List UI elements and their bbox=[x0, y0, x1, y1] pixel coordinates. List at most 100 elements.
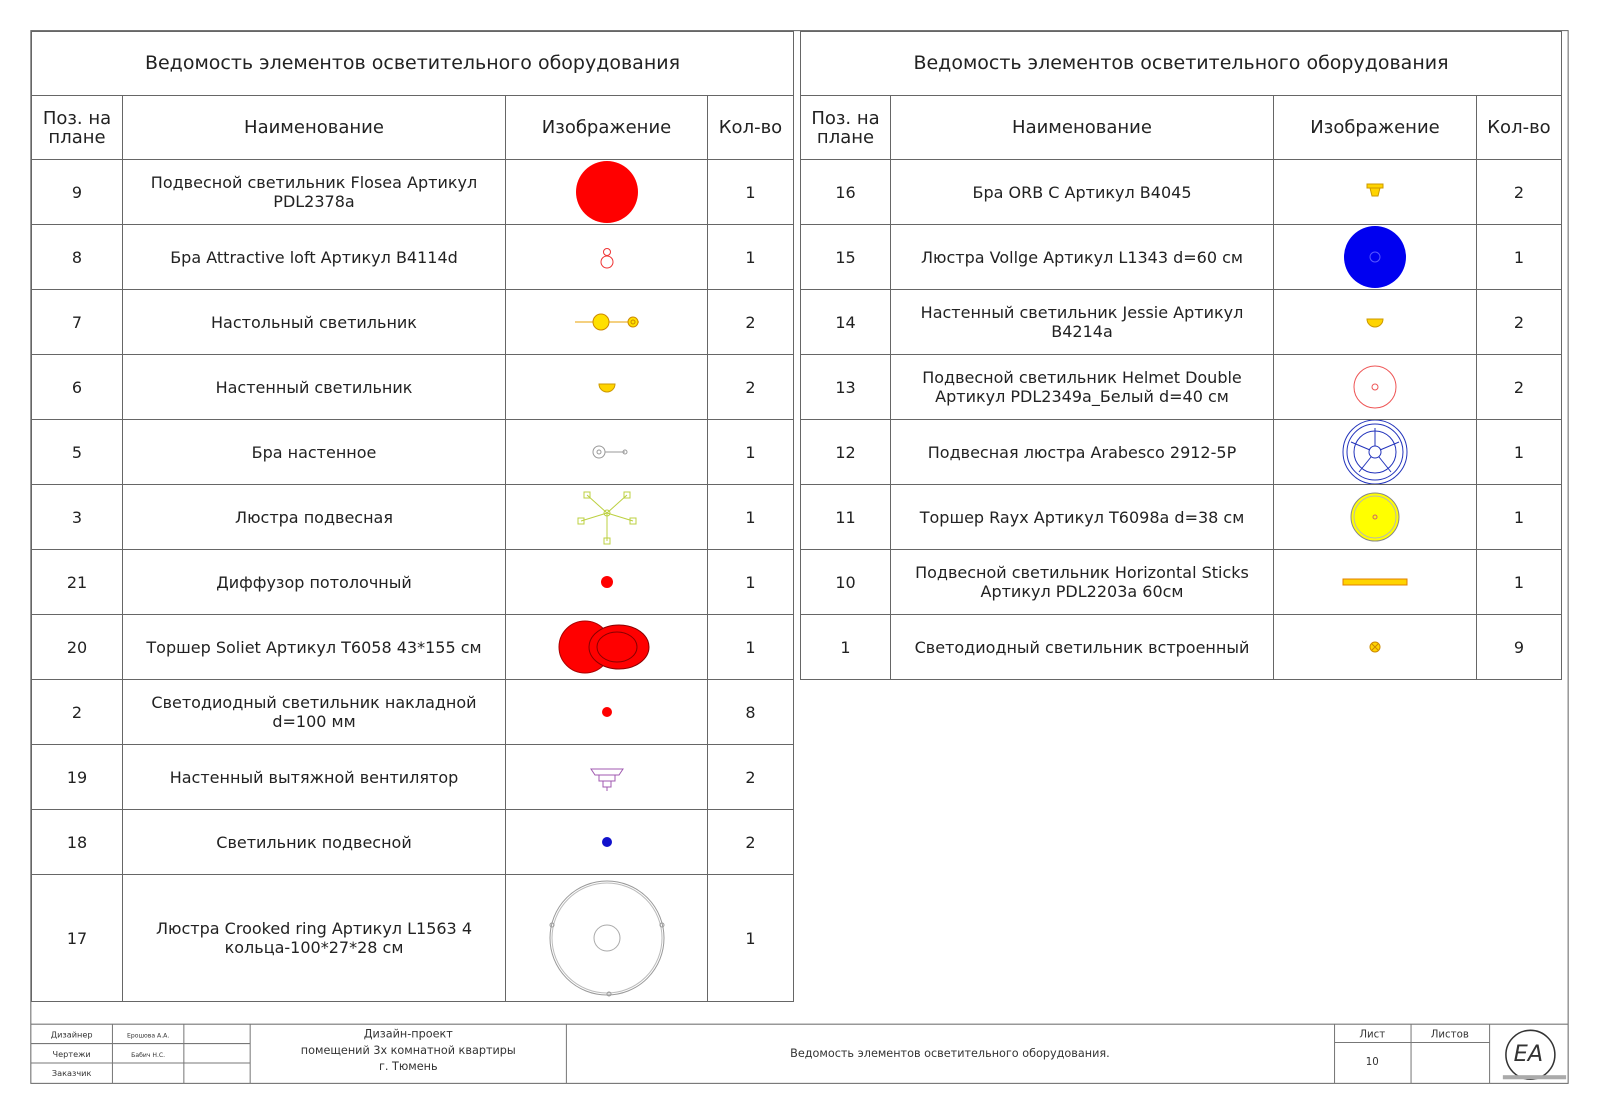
icon-shape bbox=[623, 491, 630, 499]
item-image bbox=[505, 224, 708, 290]
quantity: 9 bbox=[1476, 614, 1562, 680]
item-image bbox=[505, 809, 708, 875]
role: Дизайнер bbox=[51, 1029, 93, 1039]
fixture-icon bbox=[1369, 641, 1381, 653]
title-row: Ведомость элементов осветительного обору… bbox=[800, 31, 1562, 96]
icon-shape bbox=[1350, 492, 1400, 542]
icon-shape bbox=[1371, 383, 1379, 391]
quantity: 8 bbox=[707, 679, 794, 745]
position: 7 bbox=[31, 289, 123, 355]
item-image bbox=[505, 419, 708, 485]
position: 10 bbox=[800, 549, 891, 615]
item-image bbox=[1273, 159, 1477, 225]
position: 8 bbox=[31, 224, 123, 290]
column-header: Поз. на плане bbox=[31, 95, 123, 160]
header-row: Поз. на плане Наименование Изображение Кол-… bbox=[31, 95, 794, 160]
item-row: 16 Бра ORB C Артикул B4045 2 bbox=[800, 159, 1562, 225]
item-name: Бра Attractive loft Артикул B4114d bbox=[122, 224, 506, 290]
fixture-icon bbox=[600, 576, 613, 588]
quantity: 2 bbox=[707, 354, 794, 420]
item-image bbox=[1273, 224, 1477, 290]
logo-bar bbox=[1502, 1075, 1567, 1080]
icon-shape bbox=[629, 517, 636, 525]
schedule-table: Ведомость элементов осветительного обору… bbox=[800, 31, 1562, 680]
quantity: 1 bbox=[707, 549, 794, 615]
icon-shape bbox=[601, 707, 612, 717]
quantity: 2 bbox=[1476, 289, 1562, 355]
icon-shape bbox=[598, 774, 615, 782]
icon-shape bbox=[600, 576, 613, 588]
item-row: 7 Настольный светильник 2 bbox=[31, 289, 794, 355]
item-image bbox=[1273, 549, 1477, 615]
column-header: Кол-во bbox=[707, 95, 794, 160]
icon-shape bbox=[551, 882, 662, 994]
icon-shape bbox=[1369, 187, 1381, 197]
icon-shape bbox=[597, 383, 616, 393]
position: 16 bbox=[800, 159, 891, 225]
icon-shape bbox=[606, 991, 611, 997]
position: 14 bbox=[800, 289, 891, 355]
item-row: 9 Подвесной светильник Flosea Артикул PDL… bbox=[31, 159, 794, 225]
item-name: Люстра подвесная bbox=[122, 484, 506, 550]
icon-shape bbox=[577, 491, 636, 545]
item-name: Подвесной светильник Horizontal Sticks А… bbox=[890, 549, 1274, 615]
item-row: 2 Светодиодный светильник накладной d=100… bbox=[31, 679, 794, 745]
icon-shape bbox=[596, 631, 637, 663]
icon-shape bbox=[1342, 578, 1408, 586]
fixture-icon bbox=[574, 313, 639, 331]
item-row: 8 Бра Attractive loft Артикул B4114d 1 bbox=[31, 224, 794, 290]
position: 6 bbox=[31, 354, 123, 420]
stamp-grid bbox=[30, 1023, 1569, 1084]
fixture-icon bbox=[601, 837, 612, 847]
position: 5 bbox=[31, 419, 123, 485]
quantity: 1 bbox=[1476, 419, 1562, 485]
icon-shape bbox=[589, 768, 624, 776]
quantity: 2 bbox=[1476, 354, 1562, 420]
position: 19 bbox=[31, 744, 123, 810]
project-line: помещений 3х комнатной квартиры bbox=[301, 1044, 516, 1057]
quantity: 1 bbox=[707, 614, 794, 680]
icon-shape bbox=[1372, 514, 1378, 520]
sheet-number: 10 bbox=[1366, 1057, 1379, 1068]
fixture-icon bbox=[1366, 318, 1384, 328]
icon-shape bbox=[1342, 420, 1408, 484]
fixture-icon bbox=[1342, 420, 1408, 484]
item-image bbox=[505, 484, 708, 550]
icon-shape bbox=[1371, 643, 1379, 651]
position: 12 bbox=[800, 419, 891, 485]
quantity: 2 bbox=[707, 809, 794, 875]
item-image bbox=[1273, 354, 1477, 420]
fixture-icon bbox=[592, 445, 627, 459]
title-row: Ведомость элементов осветительного обору… bbox=[31, 31, 794, 96]
item-row: 15 Люстра Vollge Артикул L1343 d=60 см 1 bbox=[800, 224, 1562, 290]
person: Ерошова А.А. bbox=[127, 1032, 169, 1039]
sheet-title: Ведомость элементов осветительного обору… bbox=[790, 1047, 1110, 1060]
item-row: 17 Люстра Crooked ring Артикул L1563 4 ко… bbox=[31, 874, 794, 1002]
position: 17 bbox=[31, 874, 123, 1002]
icon-shape bbox=[1350, 441, 1371, 451]
icon-shape bbox=[627, 316, 638, 328]
quantity: 1 bbox=[1476, 484, 1562, 550]
icon-shape bbox=[1358, 456, 1372, 473]
item-row: 6 Настенный светильник 2 bbox=[31, 354, 794, 420]
column-header: Изображение bbox=[1273, 95, 1477, 160]
icon-shape bbox=[592, 445, 605, 459]
item-name: Подвесной светильник Helmet Double Артик… bbox=[890, 354, 1274, 420]
icon-shape bbox=[580, 512, 607, 522]
item-name: Настенный светильник Jessie Артикул B421… bbox=[890, 289, 1274, 355]
quantity: 1 bbox=[707, 224, 794, 290]
project-line: Дизайн-проект bbox=[364, 1027, 454, 1040]
icon-shape bbox=[1366, 318, 1384, 328]
fixture-icon bbox=[1366, 183, 1384, 197]
quantity: 2 bbox=[707, 289, 794, 355]
fixture-icon bbox=[600, 248, 613, 269]
icon-shape bbox=[659, 922, 664, 928]
item-name: Бра ORB C Артикул B4045 bbox=[890, 159, 1274, 225]
quantity: 1 bbox=[707, 484, 794, 550]
item-name: Светодиодный светильник встроенный bbox=[890, 614, 1274, 680]
project-line: г. Тюмень bbox=[379, 1060, 438, 1073]
quantity: 1 bbox=[707, 159, 794, 225]
item-image bbox=[505, 744, 708, 810]
item-name: Настенный светильник bbox=[122, 354, 506, 420]
